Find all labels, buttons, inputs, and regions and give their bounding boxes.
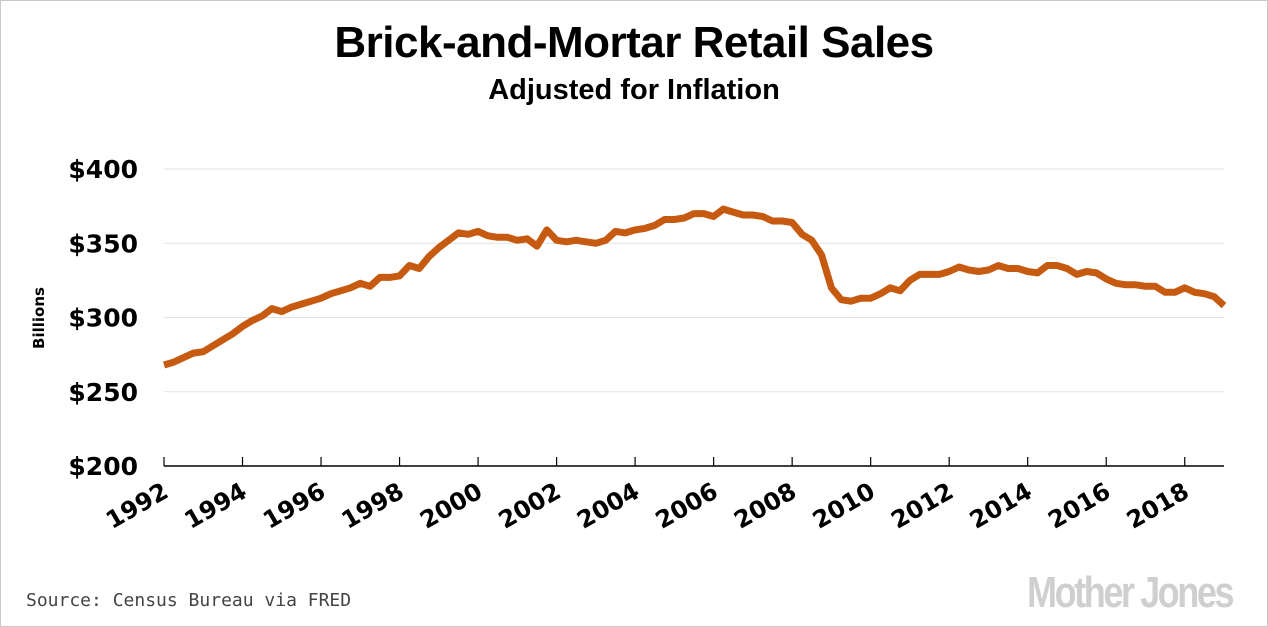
x-tick-label: 2008 bbox=[729, 477, 801, 535]
y-tick-label: $250 bbox=[68, 378, 138, 407]
chart-title: Brick-and-Mortar Retail Sales bbox=[334, 18, 934, 67]
gridlines bbox=[164, 168, 1224, 393]
x-tick-label: 2004 bbox=[572, 477, 644, 535]
x-tick-label: 2000 bbox=[415, 477, 487, 535]
x-tick-label: 2016 bbox=[1043, 477, 1115, 535]
y-tick-label: $350 bbox=[68, 229, 138, 258]
x-tick-label: 2018 bbox=[1122, 477, 1194, 535]
y-tick-label: $400 bbox=[68, 155, 138, 184]
x-tick-label: 2012 bbox=[886, 477, 958, 535]
x-tick-label: 1992 bbox=[101, 477, 173, 535]
x-tick-label: 2014 bbox=[965, 477, 1037, 535]
y-tick-label: $200 bbox=[68, 452, 138, 481]
x-tick-label: 1994 bbox=[180, 477, 252, 535]
x-tick-label: 2010 bbox=[808, 477, 880, 535]
x-tick-label: 1998 bbox=[337, 477, 409, 535]
y-axis-ticks: $200 $250 $300 $350 $400 bbox=[68, 155, 138, 481]
chart-subtitle: Adjusted for Inflation bbox=[488, 74, 780, 106]
x-tick-label: 2002 bbox=[494, 477, 566, 535]
series-line bbox=[163, 205, 1227, 369]
x-axis: 1992 1994 1996 1998 2000 2002 2004 2006 2008 2010… bbox=[101, 457, 1224, 535]
x-tick-label: 2006 bbox=[651, 477, 723, 535]
y-tick-label: $300 bbox=[68, 304, 138, 333]
series-group bbox=[163, 205, 1227, 369]
publisher-logo: Mother Jones bbox=[1026, 568, 1234, 617]
y-axis-label: Billions bbox=[30, 287, 48, 349]
source-note: Source: Census Bureau via FRED bbox=[26, 590, 352, 611]
x-tick-label: 1996 bbox=[258, 477, 330, 535]
